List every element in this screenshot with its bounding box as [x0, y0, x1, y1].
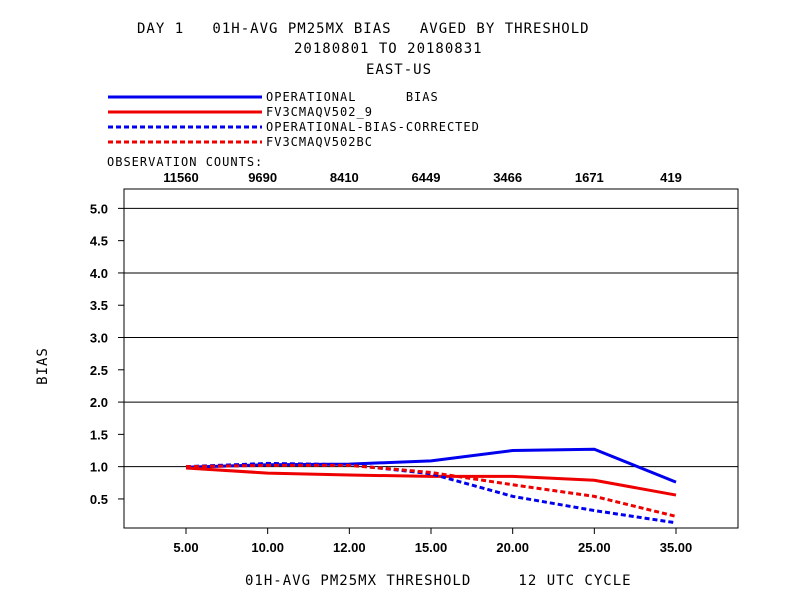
- x-axis-label: 01H-AVG PM25MX THRESHOLD 12 UTC CYCLE: [245, 573, 632, 589]
- legend-label-4: FV3CMAQV502BC: [266, 135, 373, 149]
- y-tick-label: 2.5: [90, 363, 108, 378]
- y-tick-label: 2.0: [90, 395, 108, 410]
- legend-label-2: FV3CMAQV502_9: [266, 105, 373, 119]
- y-tick-label: 1.5: [90, 427, 108, 442]
- y-tick-label: 3.5: [90, 298, 108, 313]
- series-line-2: [185, 466, 677, 497]
- observation-count: 419: [660, 170, 682, 185]
- x-tick-label: 10.00: [251, 540, 284, 555]
- x-tick-label: 35.00: [660, 540, 693, 555]
- series-line-3: [185, 461, 677, 525]
- y-tick-label: 5.0: [90, 201, 108, 216]
- y-tick-label: 0.5: [90, 492, 108, 507]
- x-tick-label: 20.00: [496, 540, 529, 555]
- legend-label-3: OPERATIONAL-BIAS-CORRECTED: [266, 120, 480, 134]
- y-tick-label: 3.0: [90, 331, 108, 346]
- chart-title-line1: DAY 1 01H-AVG PM25MX BIAS AVGED BY THRES…: [137, 21, 590, 37]
- x-tick-label: 25.00: [578, 540, 611, 555]
- series-line-4: [185, 463, 677, 518]
- observation-counts-label: OBSERVATION COUNTS:: [107, 155, 264, 169]
- observation-count: 1671: [575, 170, 604, 185]
- observation-count: 6449: [412, 170, 441, 185]
- y-tick-label: 4.0: [90, 266, 108, 281]
- x-tick-label: 15.00: [415, 540, 448, 555]
- x-tick-label: 5.00: [173, 540, 198, 555]
- y-tick-label: 1.0: [90, 460, 108, 475]
- observation-count: 3466: [493, 170, 522, 185]
- legend-label-1: OPERATIONAL BIAS: [266, 90, 439, 104]
- observation-count: 8410: [330, 170, 359, 185]
- x-tick-label: 12.00: [333, 540, 366, 555]
- y-tick-label: 4.5: [90, 234, 108, 249]
- observation-count: 11560: [163, 170, 198, 185]
- chart-title-line2: 20180801 TO 20180831: [294, 41, 483, 57]
- chart-title-line3: EAST-US: [366, 62, 433, 78]
- observation-count: 9690: [248, 170, 277, 185]
